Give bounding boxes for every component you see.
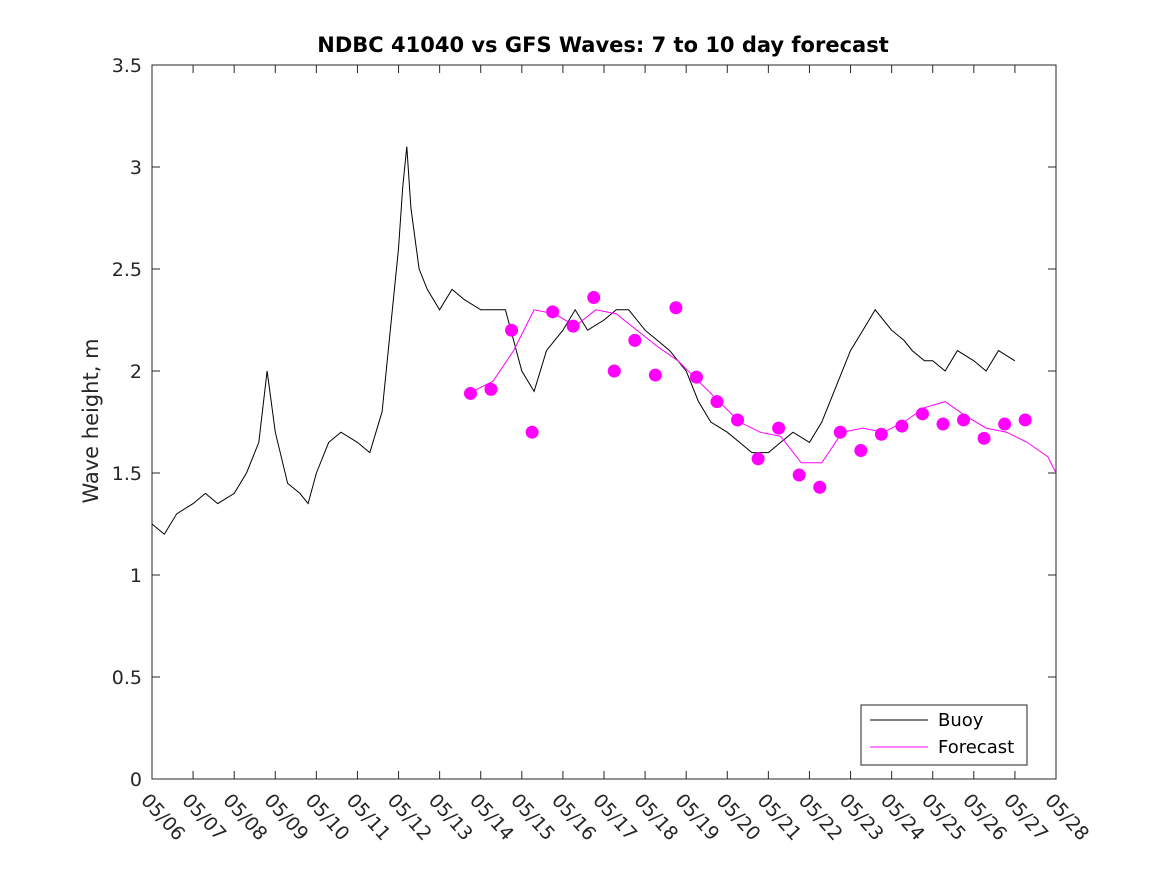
forecast-marker [689, 370, 703, 384]
x-tick-label: 05/26 [958, 790, 1011, 845]
forecast-marker [546, 305, 560, 319]
forecast-marker [874, 427, 888, 441]
x-tick-label: 05/22 [794, 790, 847, 845]
forecast-marker [607, 364, 621, 378]
chart-title: NDBC 41040 vs GFS Waves: 7 to 10 day for… [317, 33, 888, 57]
x-tick-label: 05/25 [917, 790, 970, 845]
forecast-marker [484, 382, 498, 396]
forecast-marker [936, 417, 950, 431]
x-tick-label: 05/16 [547, 790, 600, 845]
x-tick-label: 05/07 [177, 790, 230, 845]
forecast-marker [792, 468, 806, 482]
y-tick-label: 2.5 [112, 259, 142, 281]
y-tick-label: 3.5 [112, 55, 142, 77]
series-line-buoy [151, 146, 1016, 535]
x-tick-label: 05/11 [342, 790, 395, 845]
forecast-marker [628, 333, 642, 347]
legend-label-buoy: Buoy [938, 710, 984, 731]
y-tick-label: 2 [130, 361, 142, 383]
forecast-marker [751, 452, 765, 466]
forecast-marker [525, 425, 539, 439]
forecast-marker [587, 291, 601, 305]
forecast-marker [977, 431, 991, 445]
forecast-marker [463, 386, 477, 400]
x-tick-label: 05/24 [876, 790, 929, 845]
x-tick-label: 05/18 [629, 790, 682, 845]
forecast-marker [566, 319, 580, 333]
x-tick-label: 05/06 [136, 790, 189, 845]
x-tick-label: 05/12 [383, 790, 436, 845]
x-tick-label: 05/21 [753, 790, 806, 845]
x-tick-label: 05/17 [588, 790, 641, 845]
forecast-marker [648, 368, 662, 382]
legend-label-forecast: Forecast [938, 737, 1014, 758]
x-tick-label: 05/13 [424, 790, 477, 845]
forecast-marker [957, 413, 971, 427]
x-tick-label: 05/23 [835, 790, 888, 845]
forecast-marker [833, 425, 847, 439]
legend-box [860, 704, 1028, 766]
forecast-marker [772, 421, 786, 435]
x-tick-label: 05/27 [999, 790, 1052, 845]
forecast-marker [505, 323, 519, 337]
forecast-marker [915, 407, 929, 421]
y-axis-label: Wave height, m [79, 338, 103, 503]
forecast-marker [731, 413, 745, 427]
forecast-marker [1018, 413, 1032, 427]
x-tick-label: 05/15 [506, 790, 559, 845]
x-tick-label: 05/10 [301, 790, 354, 845]
x-tick-label: 05/19 [670, 790, 723, 845]
x-tick-label: 05/28 [1040, 790, 1093, 845]
legend: Buoy Forecast [860, 704, 1028, 766]
x-tick-label: 05/20 [712, 790, 765, 845]
x-tick-label: 05/14 [465, 790, 518, 845]
x-tick-label: 05/08 [218, 790, 271, 845]
forecast-marker [854, 444, 868, 458]
forecast-marker [895, 419, 909, 433]
forecast-marker [998, 417, 1012, 431]
forecast-marker [669, 301, 683, 315]
x-tick-label: 05/09 [260, 790, 313, 845]
axes-box [151, 64, 1057, 780]
forecast-marker [710, 395, 724, 409]
y-tick-label: 0.5 [112, 667, 142, 689]
y-tick-label: 3 [130, 157, 142, 179]
forecast-marker [813, 480, 827, 494]
y-tick-label: 0 [130, 769, 142, 791]
y-tick-label: 1 [130, 565, 142, 587]
y-tick-label: 1.5 [112, 463, 142, 485]
